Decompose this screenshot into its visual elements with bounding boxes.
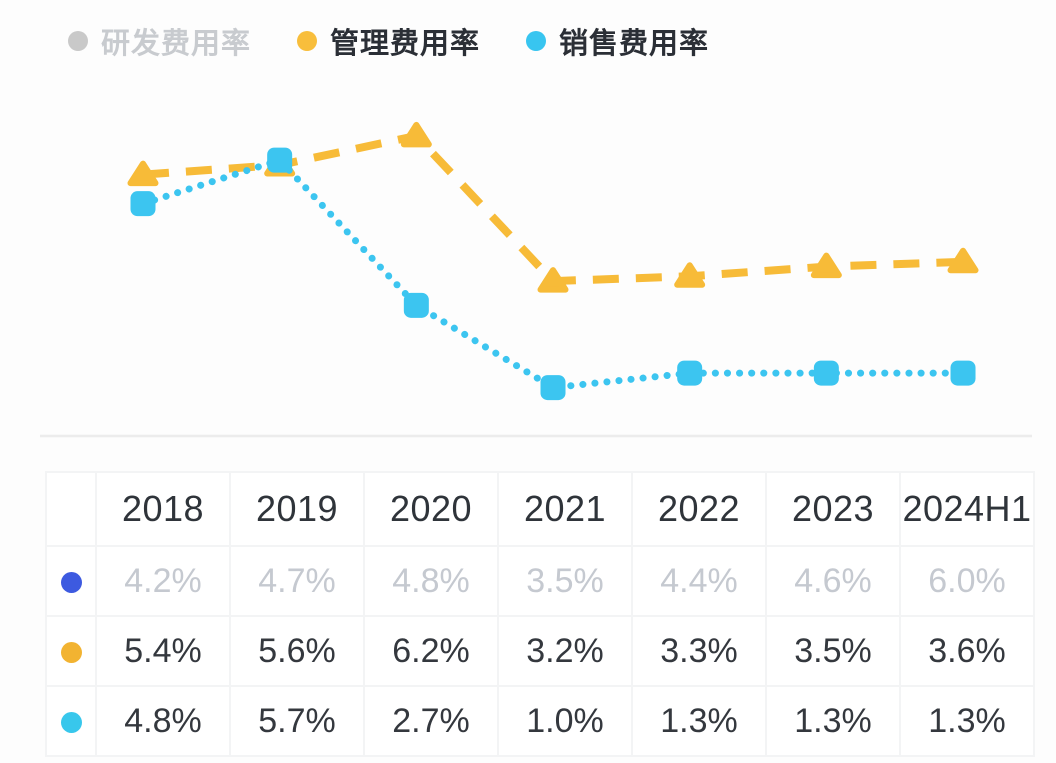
chart-marker-销售费用率: [813, 360, 839, 386]
value-cell: 4.7%: [229, 545, 365, 617]
value-cell: 3.5%: [765, 615, 901, 687]
table-year-header: 2023: [765, 471, 901, 547]
chart-line-管理费用率: [142, 131, 964, 286]
legend-item-sales-expense-ratio[interactable]: 销售费用率: [526, 20, 709, 62]
series-dot-icon: [60, 712, 82, 734]
table-header: 2018 2019 2020 2021 2022 2023 2024H1: [45, 471, 1035, 547]
chart-legend: 研发费用率 管理费用率 销售费用率: [68, 20, 709, 62]
value-cell: 3.5%: [497, 545, 633, 617]
value-cell: 6.0%: [899, 545, 1035, 617]
table-header-row: 2018 2019 2020 2021 2022 2023 2024H1: [45, 471, 1035, 547]
value-cell: 1.3%: [631, 685, 767, 757]
chart-marker-管理费用率: [810, 252, 842, 279]
table-row-研发费用率: 4.2% 4.7% 4.8% 3.5% 4.4% 4.6% 6.0%: [45, 545, 1035, 617]
table-year-header: 2021: [497, 471, 633, 547]
legend-label: 销售费用率: [559, 28, 710, 60]
chart-marker-管理费用率: [947, 247, 979, 274]
table-year-header: 2020: [363, 471, 499, 547]
value-cell: 3.6%: [899, 615, 1035, 687]
value-cell: 1.0%: [497, 685, 633, 757]
series-dot-icon: [60, 572, 82, 594]
chart-marker-销售费用率: [540, 375, 566, 401]
legend-dot-icon: [68, 31, 88, 51]
table-year-header: 2024H1: [899, 471, 1035, 547]
table-body: 4.2% 4.7% 4.8% 3.5% 4.4% 4.6% 6.0% 5.4% 5.6% 6.2%…: [45, 545, 1035, 757]
value-cell: 4.2%: [95, 545, 231, 617]
value-cell: 3.3%: [631, 615, 767, 687]
value-cell: 2.7%: [363, 685, 499, 757]
table-year-header: 2022: [631, 471, 767, 547]
series-dot-icon: [60, 642, 82, 664]
expense-ratio-line-chart: [40, 121, 1032, 438]
chart-marker-销售费用率: [950, 360, 976, 386]
series-dot-cell: [45, 615, 97, 687]
series-dot-cell: [45, 545, 97, 617]
chart-marker-销售费用率: [130, 191, 156, 217]
series-dot-cell: [45, 685, 97, 757]
value-cell: 4.6%: [765, 545, 901, 617]
table-year-header: 2018: [95, 471, 231, 547]
legend-dot-icon: [526, 31, 547, 51]
chart-marker-管理费用率: [127, 160, 159, 187]
legend-item-admin-expense-ratio[interactable]: 管理费用率: [297, 20, 480, 62]
legend-item-rnd-expense-ratio[interactable]: 研发费用率: [68, 20, 251, 62]
legend-label: 研发费用率: [101, 28, 252, 60]
chart-marker-销售费用率: [267, 147, 293, 173]
value-cell: 5.7%: [229, 685, 365, 757]
value-cell: 3.2%: [497, 615, 633, 687]
value-cell: 5.6%: [229, 615, 365, 687]
table-row-管理费用率: 5.4% 5.6% 6.2% 3.2% 3.3% 3.5% 3.6%: [45, 615, 1035, 687]
value-cell: 1.3%: [899, 685, 1035, 757]
value-cell: 5.4%: [95, 615, 231, 687]
chart-marker-管理费用率: [537, 267, 569, 293]
legend-label: 管理费用率: [330, 28, 481, 60]
expense-ratio-data-table: 2018 2019 2020 2021 2022 2023 2024H1 4.2% 4.7% 4…: [45, 471, 1035, 757]
value-cell: 4.8%: [95, 685, 231, 757]
legend-dot-icon: [297, 31, 318, 51]
value-cell: 4.8%: [363, 545, 499, 617]
value-cell: 6.2%: [363, 615, 499, 687]
chart-marker-管理费用率: [674, 262, 706, 288]
chart-marker-管理费用率: [400, 121, 432, 148]
table-row-销售费用率: 4.8% 5.7% 2.7% 1.0% 1.3% 1.3% 1.3%: [45, 685, 1035, 757]
table-corner-cell: [45, 471, 97, 547]
table-year-header: 2019: [229, 471, 365, 547]
value-cell: 1.3%: [765, 685, 901, 757]
value-cell: 4.4%: [631, 545, 767, 617]
chart-marker-销售费用率: [403, 292, 429, 318]
chart-marker-销售费用率: [677, 360, 703, 386]
